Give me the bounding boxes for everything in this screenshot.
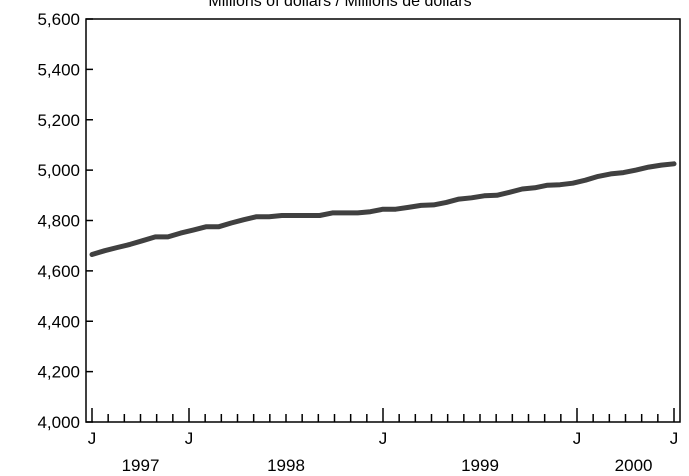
x-year-label: 1997	[122, 456, 160, 475]
y-tick-label: 4,200	[37, 363, 80, 382]
x-year-label: 1999	[461, 456, 499, 475]
y-tick-label: 4,400	[37, 312, 80, 331]
x-axis: J J J J J 1997 1998 1999 2000	[88, 408, 679, 475]
y-axis-label: Millions of dollars / Millions de dollar…	[208, 0, 471, 10]
series-line	[89, 161, 677, 257]
x-year-label: 2000	[615, 456, 653, 475]
y-tick-label: 4,600	[37, 262, 80, 281]
series-layer	[89, 161, 677, 257]
x-tick-label: J	[573, 429, 582, 448]
plot-area	[85, 18, 681, 423]
x-tick-label: J	[88, 429, 97, 448]
y-tick-label: 5,400	[37, 60, 80, 79]
y-tick-label: 4,000	[37, 413, 80, 432]
y-tick-label: 4,800	[37, 212, 80, 231]
x-tick-label: J	[379, 429, 388, 448]
x-tick-label: J	[185, 429, 194, 448]
x-year-label: 1998	[267, 456, 305, 475]
y-tick-label: 5,200	[37, 111, 80, 130]
y-tick-label: 5,000	[37, 161, 80, 180]
y-tick-label: 5,600	[37, 10, 80, 29]
y-axis: 4,000 4,200 4,400 4,600 4,800 5,000 5,200 5,400…	[37, 10, 93, 432]
x-tick-label: J	[670, 429, 679, 448]
